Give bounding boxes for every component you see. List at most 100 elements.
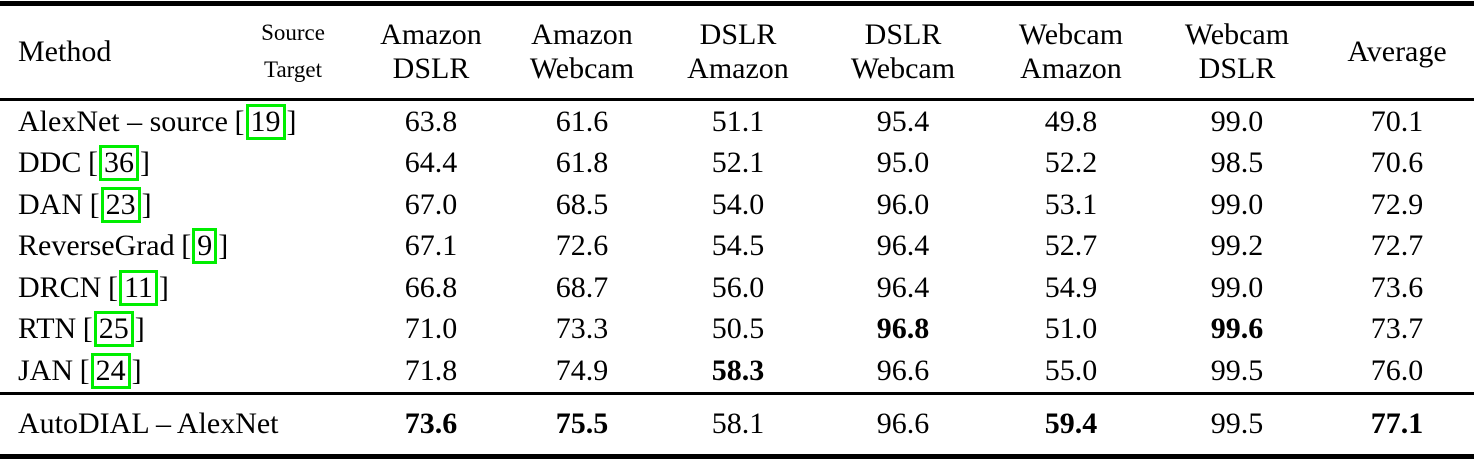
score-cell: 96.6 [876, 407, 930, 440]
citation-link[interactable]: 19 [245, 103, 286, 140]
score-cell: 76.0 [1370, 353, 1424, 387]
method-label: AutoDIAL – AlexNet [18, 407, 279, 440]
table-row: JAN[24] 71.8 74.9 58.3 96.6 55.0 99.5 76… [0, 350, 1474, 392]
score-cell: 71.0 [404, 312, 458, 346]
score-cell: 96.6 [876, 353, 930, 387]
score-cell: 96.4 [876, 270, 930, 304]
score-cell: 51.1 [711, 104, 765, 138]
score-cell: 73.7 [1370, 312, 1424, 346]
citation-bracket-open: [ [82, 312, 93, 346]
score-cell: 55.0 [1044, 353, 1098, 387]
column-header-average: Average [1347, 35, 1447, 68]
column-header-method: Method [18, 35, 112, 68]
method-label: DRCN [18, 270, 102, 304]
citation-bracket-close: ] [158, 270, 169, 304]
score-cell: 73.3 [555, 312, 609, 346]
citation-link[interactable]: 9 [192, 228, 218, 265]
table-row: AlexNet – source[19] 63.8 61.6 51.1 95.4… [0, 101, 1474, 143]
column-header-webcam-dslr: Webcam DSLR [1184, 18, 1290, 85]
method-cell: JAN[24] [0, 352, 230, 389]
score-cell: 67.1 [404, 229, 458, 263]
citation-bracket-close: ] [141, 187, 152, 221]
method-label: DDC [18, 146, 82, 180]
table-header-row: Method Source Target Amazon DSLR Amazon … [0, 6, 1474, 98]
score-cell: 54.5 [711, 229, 765, 263]
method-cell: ReverseGrad[9] [0, 228, 230, 265]
column-header-amazon-dslr: Amazon DSLR [380, 18, 482, 85]
table-top-rule [0, 1, 1474, 6]
score-cell: 61.8 [555, 146, 609, 180]
score-cell: 68.7 [555, 270, 609, 304]
score-cell: 72.7 [1370, 229, 1424, 263]
score-cell: 95.0 [876, 146, 930, 180]
citation-bracket-close: ] [286, 104, 297, 138]
score-cell: 72.9 [1370, 187, 1424, 221]
table-row: RTN[25] 71.0 73.3 50.5 96.8 51.0 99.6 73… [0, 309, 1474, 351]
score-cell: 51.0 [1044, 312, 1098, 346]
score-cell: 98.5 [1210, 146, 1264, 180]
column-header-dslr-webcam: DSLR Webcam [850, 18, 956, 85]
score-cell: 54.0 [711, 187, 765, 221]
citation-bracket-close: ] [139, 146, 150, 180]
citation-bracket-open: [ [181, 229, 192, 263]
score-cell: 52.1 [711, 146, 765, 180]
source-label: Source [261, 20, 325, 46]
score-cell: 63.8 [404, 104, 458, 138]
score-cell: 53.1 [1044, 187, 1098, 221]
citation-link[interactable]: 24 [90, 352, 131, 389]
score-cell: 68.5 [555, 187, 609, 221]
table-row: DAN[23] 67.0 68.5 54.0 96.0 53.1 99.0 72… [0, 184, 1474, 226]
table-row-autodial: AutoDIAL – AlexNet 73.6 75.5 58.1 96.6 5… [0, 395, 1474, 454]
citation-bracket-close: ] [131, 353, 142, 387]
table-row: DDC[36] 64.4 61.8 52.1 95.0 52.2 98.5 70… [0, 143, 1474, 185]
citation-link[interactable]: 25 [93, 311, 134, 348]
citation-bracket-open: [ [87, 146, 98, 180]
method-cell: DRCN[11] [0, 269, 230, 306]
score-cell: 52.2 [1044, 146, 1098, 180]
score-cell: 64.4 [404, 146, 458, 180]
method-cell: AutoDIAL – AlexNet [0, 407, 279, 441]
table-row: ReverseGrad[9] 67.1 72.6 54.5 96.4 52.7 … [0, 226, 1474, 268]
score-cell: 58.3 [711, 353, 765, 387]
table-bottom-rule [0, 453, 1474, 459]
method-label: JAN [18, 353, 74, 387]
score-cell: 96.0 [876, 187, 930, 221]
score-cell: 58.1 [711, 407, 765, 440]
score-cell: 70.6 [1370, 146, 1424, 180]
method-cell: RTN[25] [0, 311, 230, 348]
column-header-webcam-amazon: Webcam Amazon [1018, 18, 1124, 85]
score-cell: 67.0 [404, 187, 458, 221]
citation-link[interactable]: 36 [98, 145, 139, 182]
score-cell: 54.9 [1044, 270, 1098, 304]
score-cell: 49.8 [1044, 104, 1098, 138]
score-cell: 61.6 [555, 104, 609, 138]
method-label: RTN [18, 312, 77, 346]
score-cell: 99.0 [1210, 104, 1264, 138]
citation-bracket-open: [ [89, 187, 100, 221]
target-label: Target [264, 57, 322, 82]
citation-link[interactable]: 23 [100, 186, 141, 223]
column-header-amazon-webcam: Amazon Webcam [529, 18, 635, 85]
citation-bracket-open: [ [234, 104, 245, 138]
score-cell: 70.1 [1370, 104, 1424, 138]
score-cell: 99.0 [1210, 270, 1264, 304]
citation-link[interactable]: 11 [118, 269, 158, 306]
score-cell: 66.8 [404, 270, 458, 304]
table-row: DRCN[11] 66.8 68.7 56.0 96.4 54.9 99.0 7… [0, 267, 1474, 309]
method-cell: AlexNet – source[19] [0, 103, 297, 140]
score-cell: 99.6 [1210, 312, 1264, 346]
citation-bracket-close: ] [134, 312, 145, 346]
method-label: AlexNet – source [18, 104, 228, 138]
score-cell: 71.8 [404, 353, 458, 387]
score-cell: 99.5 [1210, 353, 1264, 387]
score-cell: 73.6 [1370, 270, 1424, 304]
method-cell: DAN[23] [0, 186, 230, 223]
method-label: ReverseGrad [18, 229, 175, 263]
score-cell: 99.5 [1210, 407, 1264, 440]
score-cell: 77.1 [1370, 407, 1424, 440]
column-header-dslr-amazon: DSLR Amazon [687, 18, 789, 85]
score-cell: 96.8 [876, 312, 930, 346]
method-cell: DDC[36] [0, 145, 230, 182]
score-cell: 50.5 [711, 312, 765, 346]
